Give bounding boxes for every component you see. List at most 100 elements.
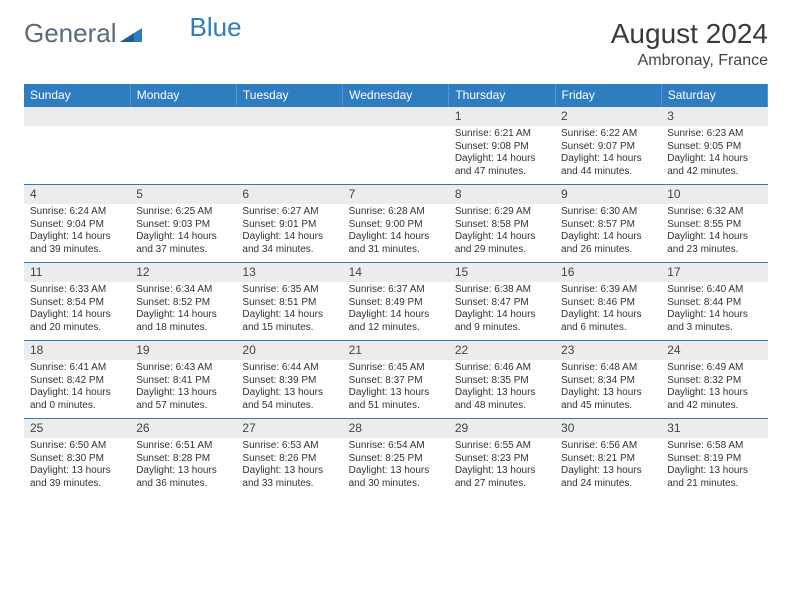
day-number-cell: 12 bbox=[130, 263, 236, 283]
daylight-text: Daylight: 14 hours and 3 minutes. bbox=[667, 309, 761, 334]
day-number: 4 bbox=[24, 185, 130, 204]
day-number: 7 bbox=[343, 185, 449, 204]
day-number: 11 bbox=[24, 263, 130, 282]
day-number-row: 123 bbox=[24, 107, 768, 127]
sunset-text: Sunset: 8:42 PM bbox=[30, 375, 124, 388]
sunset-text: Sunset: 8:55 PM bbox=[667, 219, 761, 232]
day-detail-cell: Sunrise: 6:56 AMSunset: 8:21 PMDaylight:… bbox=[555, 438, 661, 496]
day-number: 12 bbox=[130, 263, 236, 282]
sunset-text: Sunset: 8:39 PM bbox=[242, 375, 336, 388]
sunset-text: Sunset: 8:37 PM bbox=[349, 375, 443, 388]
day-number: 21 bbox=[343, 341, 449, 360]
daylight-text: Daylight: 14 hours and 42 minutes. bbox=[667, 153, 761, 178]
day-number-cell: 8 bbox=[449, 185, 555, 205]
day-number-cell: 18 bbox=[24, 341, 130, 361]
day-detail-cell: Sunrise: 6:29 AMSunset: 8:58 PMDaylight:… bbox=[449, 204, 555, 263]
day-number-cell: 28 bbox=[343, 419, 449, 439]
sunrise-text: Sunrise: 6:24 AM bbox=[30, 206, 124, 219]
sunrise-text: Sunrise: 6:30 AM bbox=[561, 206, 655, 219]
sunset-text: Sunset: 8:44 PM bbox=[667, 297, 761, 310]
sunset-text: Sunset: 9:08 PM bbox=[455, 141, 549, 154]
day-number-cell: 24 bbox=[661, 341, 767, 361]
weekday-header: Wednesday bbox=[343, 84, 449, 107]
day-number-cell: 14 bbox=[343, 263, 449, 283]
day-number: 31 bbox=[661, 419, 767, 438]
day-number bbox=[130, 107, 236, 111]
day-number-cell: 23 bbox=[555, 341, 661, 361]
day-detail-cell: Sunrise: 6:51 AMSunset: 8:28 PMDaylight:… bbox=[130, 438, 236, 496]
daylight-text: Daylight: 13 hours and 51 minutes. bbox=[349, 387, 443, 412]
daylight-text: Daylight: 13 hours and 36 minutes. bbox=[136, 465, 230, 490]
sunrise-text: Sunrise: 6:27 AM bbox=[242, 206, 336, 219]
day-body-row: Sunrise: 6:33 AMSunset: 8:54 PMDaylight:… bbox=[24, 282, 768, 341]
day-number: 15 bbox=[449, 263, 555, 282]
daylight-text: Daylight: 14 hours and 20 minutes. bbox=[30, 309, 124, 334]
day-detail-cell: Sunrise: 6:55 AMSunset: 8:23 PMDaylight:… bbox=[449, 438, 555, 496]
day-number: 14 bbox=[343, 263, 449, 282]
day-detail-cell: Sunrise: 6:22 AMSunset: 9:07 PMDaylight:… bbox=[555, 126, 661, 185]
day-number: 23 bbox=[555, 341, 661, 360]
day-detail-cell: Sunrise: 6:49 AMSunset: 8:32 PMDaylight:… bbox=[661, 360, 767, 419]
day-number-cell: 10 bbox=[661, 185, 767, 205]
sunrise-text: Sunrise: 6:39 AM bbox=[561, 284, 655, 297]
weekday-header: Tuesday bbox=[236, 84, 342, 107]
sunset-text: Sunset: 8:41 PM bbox=[136, 375, 230, 388]
day-number: 13 bbox=[236, 263, 342, 282]
sunset-text: Sunset: 8:34 PM bbox=[561, 375, 655, 388]
logo-text-blue: Blue bbox=[190, 12, 242, 43]
sunrise-text: Sunrise: 6:56 AM bbox=[561, 440, 655, 453]
day-body-row: Sunrise: 6:21 AMSunset: 9:08 PMDaylight:… bbox=[24, 126, 768, 185]
day-detail-cell: Sunrise: 6:46 AMSunset: 8:35 PMDaylight:… bbox=[449, 360, 555, 419]
day-detail-cell bbox=[236, 126, 342, 185]
sunrise-text: Sunrise: 6:23 AM bbox=[667, 128, 761, 141]
day-detail-cell: Sunrise: 6:40 AMSunset: 8:44 PMDaylight:… bbox=[661, 282, 767, 341]
sunset-text: Sunset: 8:26 PM bbox=[242, 453, 336, 466]
day-number: 29 bbox=[449, 419, 555, 438]
page-header: General Blue August 2024 Ambronay, Franc… bbox=[24, 18, 768, 70]
daylight-text: Daylight: 13 hours and 45 minutes. bbox=[561, 387, 655, 412]
daylight-text: Daylight: 14 hours and 34 minutes. bbox=[242, 231, 336, 256]
weekday-header: Saturday bbox=[661, 84, 767, 107]
daylight-text: Daylight: 14 hours and 6 minutes. bbox=[561, 309, 655, 334]
daylight-text: Daylight: 14 hours and 0 minutes. bbox=[30, 387, 124, 412]
day-number-cell: 29 bbox=[449, 419, 555, 439]
day-detail-cell: Sunrise: 6:23 AMSunset: 9:05 PMDaylight:… bbox=[661, 126, 767, 185]
daylight-text: Daylight: 13 hours and 48 minutes. bbox=[455, 387, 549, 412]
sunset-text: Sunset: 8:21 PM bbox=[561, 453, 655, 466]
sunset-text: Sunset: 9:04 PM bbox=[30, 219, 124, 232]
day-number-cell: 3 bbox=[661, 107, 767, 127]
sunset-text: Sunset: 8:35 PM bbox=[455, 375, 549, 388]
day-number: 30 bbox=[555, 419, 661, 438]
day-number: 28 bbox=[343, 419, 449, 438]
day-number: 1 bbox=[449, 107, 555, 126]
day-detail-cell: Sunrise: 6:58 AMSunset: 8:19 PMDaylight:… bbox=[661, 438, 767, 496]
day-number-cell: 2 bbox=[555, 107, 661, 127]
day-detail-cell: Sunrise: 6:48 AMSunset: 8:34 PMDaylight:… bbox=[555, 360, 661, 419]
sunset-text: Sunset: 8:47 PM bbox=[455, 297, 549, 310]
daylight-text: Daylight: 13 hours and 30 minutes. bbox=[349, 465, 443, 490]
day-number-row: 45678910 bbox=[24, 185, 768, 205]
day-number-cell: 4 bbox=[24, 185, 130, 205]
daylight-text: Daylight: 13 hours and 39 minutes. bbox=[30, 465, 124, 490]
day-detail-cell bbox=[343, 126, 449, 185]
sunrise-text: Sunrise: 6:25 AM bbox=[136, 206, 230, 219]
sunset-text: Sunset: 8:23 PM bbox=[455, 453, 549, 466]
sunset-text: Sunset: 8:30 PM bbox=[30, 453, 124, 466]
sunrise-text: Sunrise: 6:22 AM bbox=[561, 128, 655, 141]
daylight-text: Daylight: 13 hours and 27 minutes. bbox=[455, 465, 549, 490]
day-number-cell: 6 bbox=[236, 185, 342, 205]
day-number: 6 bbox=[236, 185, 342, 204]
day-detail-cell: Sunrise: 6:50 AMSunset: 8:30 PMDaylight:… bbox=[24, 438, 130, 496]
weekday-header: Sunday bbox=[24, 84, 130, 107]
day-number-cell bbox=[343, 107, 449, 127]
sunset-text: Sunset: 8:32 PM bbox=[667, 375, 761, 388]
calendar-table: Sunday Monday Tuesday Wednesday Thursday… bbox=[24, 84, 768, 496]
day-number: 25 bbox=[24, 419, 130, 438]
sunrise-text: Sunrise: 6:49 AM bbox=[667, 362, 761, 375]
day-body-row: Sunrise: 6:24 AMSunset: 9:04 PM Daylight:… bbox=[24, 204, 768, 263]
day-number-cell: 31 bbox=[661, 419, 767, 439]
calendar-page: General Blue August 2024 Ambronay, Franc… bbox=[0, 0, 792, 508]
sunrise-text: Sunrise: 6:48 AM bbox=[561, 362, 655, 375]
logo: General Blue bbox=[24, 18, 242, 49]
sunset-text: Sunset: 8:25 PM bbox=[349, 453, 443, 466]
